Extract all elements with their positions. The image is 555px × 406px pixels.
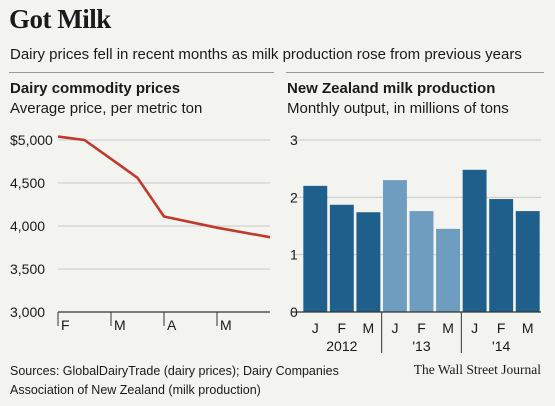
left-panel-title: Dairy commodity prices xyxy=(10,80,181,97)
y-tick-label: $5,000 xyxy=(10,132,53,148)
x-tick-label: J xyxy=(312,320,319,336)
x-tick-label: M xyxy=(522,320,534,336)
x-tick-label: M xyxy=(114,317,126,333)
source-line-2: Association of New Zealand (milk product… xyxy=(10,383,261,397)
publisher-credit: The Wall Street Journal xyxy=(413,362,541,377)
x-tick-label: A xyxy=(167,317,177,333)
source-line-1: Sources: GlobalDairyTrade (dairy prices)… xyxy=(10,364,339,378)
bar xyxy=(382,180,407,312)
left-panel-subtitle: Average price, per metric ton xyxy=(10,100,203,117)
year-label: '13 xyxy=(412,338,430,354)
x-tick-label: F xyxy=(61,317,70,333)
y-tick-label: 3,500 xyxy=(10,261,45,277)
bar xyxy=(489,199,514,312)
bar xyxy=(462,169,487,312)
x-tick-label: F xyxy=(338,320,347,336)
chart-subtitle: Dairy prices fell in recent months as mi… xyxy=(10,46,522,63)
bar xyxy=(436,228,461,312)
price-line xyxy=(57,135,271,239)
right-divider xyxy=(286,72,544,73)
right-panel-title: New Zealand milk production xyxy=(287,80,496,97)
x-tick-label: M xyxy=(442,320,454,336)
source-note: Sources: GlobalDairyTrade (dairy prices)… xyxy=(10,362,339,400)
x-tick-label: J xyxy=(391,320,398,336)
y-tick-label: 3 xyxy=(290,132,298,148)
x-tick-label: F xyxy=(497,320,506,336)
y-tick-label: 2 xyxy=(290,189,298,205)
y-tick-label: 3,000 xyxy=(10,304,45,320)
bar xyxy=(303,185,328,312)
bar xyxy=(409,211,434,312)
year-label: 2012 xyxy=(326,338,357,354)
y-tick-label: 1 xyxy=(290,247,298,263)
year-label: '14 xyxy=(492,338,510,354)
bar xyxy=(329,204,354,312)
x-tick-label: M xyxy=(363,320,375,336)
x-tick-label: J xyxy=(471,320,478,336)
chart-title: Got Milk xyxy=(9,4,111,34)
bar xyxy=(515,211,540,312)
left-divider xyxy=(9,72,274,73)
x-tick-label: F xyxy=(417,320,426,336)
y-tick-label: 4,500 xyxy=(10,175,45,191)
x-tick-label: M xyxy=(220,317,232,333)
right-panel-subtitle: Monthly output, in millions of tons xyxy=(287,100,509,117)
bar xyxy=(356,212,381,312)
y-tick-label: 4,000 xyxy=(10,218,45,234)
